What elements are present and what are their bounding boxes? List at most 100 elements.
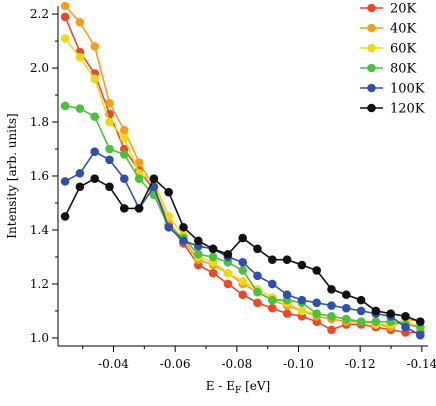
x-tick-label: -0.10 (283, 357, 314, 371)
data-point (164, 212, 173, 221)
x-tick-label: -0.14 (406, 357, 436, 371)
legend-label: 80K (390, 62, 417, 77)
data-point (208, 268, 218, 278)
data-point (312, 298, 321, 308)
legend-label: 120K (390, 102, 425, 117)
y-tick-label: 1.8 (30, 115, 49, 129)
data-point (341, 314, 351, 324)
legend-label: 20K (390, 2, 417, 17)
data-point (90, 42, 99, 51)
data-point (327, 301, 336, 310)
data-point (75, 169, 85, 178)
data-point (297, 306, 307, 316)
data-point (223, 268, 233, 278)
data-point (105, 98, 114, 108)
y-tick-label: 2.0 (30, 61, 49, 75)
data-point (134, 158, 144, 167)
data-point (75, 52, 85, 62)
data-point (253, 298, 262, 308)
data-point (105, 155, 114, 165)
data-point (193, 236, 203, 246)
data-point (312, 266, 321, 275)
data-point (282, 255, 292, 264)
data-point (179, 236, 188, 246)
data-point (312, 309, 321, 318)
data-point (223, 279, 233, 289)
x-axis-label-main: E - E (206, 379, 235, 393)
data-point (253, 271, 262, 281)
data-point (105, 144, 114, 154)
x-axis-label-unit: [eV] (241, 379, 270, 393)
data-point (415, 317, 425, 327)
data-point (371, 317, 381, 327)
legend-swatch-marker (367, 83, 376, 93)
data-point (60, 212, 70, 221)
data-point (341, 290, 351, 300)
data-point (327, 312, 336, 321)
y-tick-label: 1.6 (30, 169, 49, 183)
y-ticks: 1.0 1.2 1.4 1.6 1.8 2.0 2.2 (30, 7, 58, 345)
y-axis-label: Intensity [arb. units] (5, 113, 19, 238)
data-point (75, 182, 85, 192)
data-point (282, 309, 292, 318)
data-point (164, 187, 173, 197)
data-point (149, 174, 159, 183)
legend-swatch-marker (367, 3, 376, 13)
y-tick-label: 1.4 (30, 223, 49, 237)
data-point (119, 204, 129, 213)
data-point (75, 104, 85, 113)
data-point (356, 295, 366, 305)
x-tick-label: -0.04 (98, 357, 129, 371)
data-point (164, 222, 173, 232)
data-point (179, 222, 188, 232)
data-point (253, 287, 262, 297)
data-point (208, 252, 218, 262)
data-point (60, 177, 70, 186)
plot-series-layer (60, 1, 425, 340)
data-point (105, 117, 114, 127)
data-point (60, 34, 70, 43)
x-tick-label: -0.06 (160, 357, 191, 371)
series-line (64, 177, 421, 323)
data-point (119, 150, 129, 159)
data-point (401, 312, 410, 321)
data-point (267, 279, 277, 289)
series-120k (60, 174, 425, 327)
x-tick-label: -0.12 (345, 357, 376, 371)
x-tick-label: -0.08 (221, 357, 252, 371)
y-tick-label: 1.2 (30, 277, 49, 291)
data-point (119, 174, 129, 183)
data-point (267, 303, 277, 313)
data-point (60, 101, 70, 111)
data-point (415, 330, 425, 340)
data-point (119, 133, 129, 143)
series-line (64, 150, 421, 336)
data-point (134, 204, 144, 213)
x-axis-label: E - EF [eV] (206, 379, 270, 396)
data-point (341, 303, 351, 313)
legend-label: 40K (390, 22, 417, 37)
legend-label: 100K (390, 82, 425, 97)
data-point (267, 255, 277, 264)
data-point (371, 306, 381, 316)
data-point (60, 12, 70, 22)
data-point (90, 174, 99, 183)
data-point (119, 125, 129, 135)
x-axis-label-subscript: F (235, 386, 241, 396)
x-ticks: -0.04 -0.06 -0.08 -0.10 -0.12 -0.14 (82, 346, 436, 371)
data-point (134, 174, 144, 183)
data-point (238, 233, 247, 243)
data-point (90, 147, 99, 157)
legend-label: 60K (390, 42, 417, 57)
y-tick-label: 2.2 (30, 7, 49, 21)
data-point (327, 285, 336, 294)
data-point (90, 74, 99, 84)
data-point (386, 309, 395, 318)
data-point (238, 290, 247, 300)
data-point (327, 325, 336, 335)
data-point (282, 290, 292, 300)
data-point (75, 17, 85, 27)
data-point (267, 295, 277, 305)
data-point (60, 1, 70, 11)
